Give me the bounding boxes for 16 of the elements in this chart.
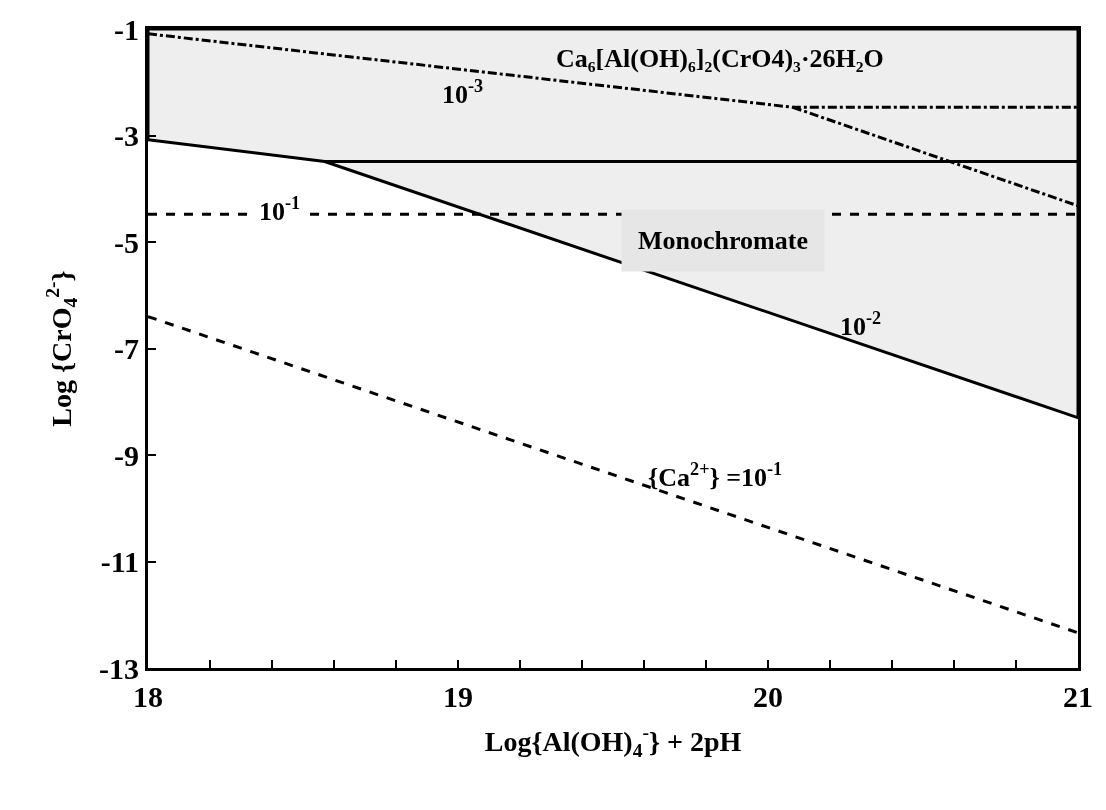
annotation: Ca₆[Al(OH)₆]₂(CrO4)₃·26H₂O	[556, 44, 884, 73]
y-tick-label: -3	[114, 119, 139, 152]
y-tick-label: -11	[100, 545, 139, 578]
annotation: 10$^{-2}$	[840, 308, 882, 341]
annotation: {Ca$^{2+}$} =10$^{-1}$	[648, 459, 783, 492]
x-tick-label: 20	[753, 680, 783, 713]
annotation: 10$^{-3}$	[442, 76, 484, 109]
x-tick-label: 21	[1063, 680, 1093, 713]
y-tick-label: -9	[114, 438, 139, 472]
y-tick-label: -1	[114, 12, 139, 46]
y-tick-label: -7	[114, 332, 139, 365]
x-tick-label: 19	[443, 680, 473, 713]
annotation: 10$^{-1}$	[259, 193, 301, 226]
y-tick-label: -5	[114, 225, 139, 259]
x-axis-title: Log{Al(OH)$_{4}$$^{-}$} + 2pH	[484, 722, 742, 761]
annotation: Monochromate	[638, 226, 808, 255]
